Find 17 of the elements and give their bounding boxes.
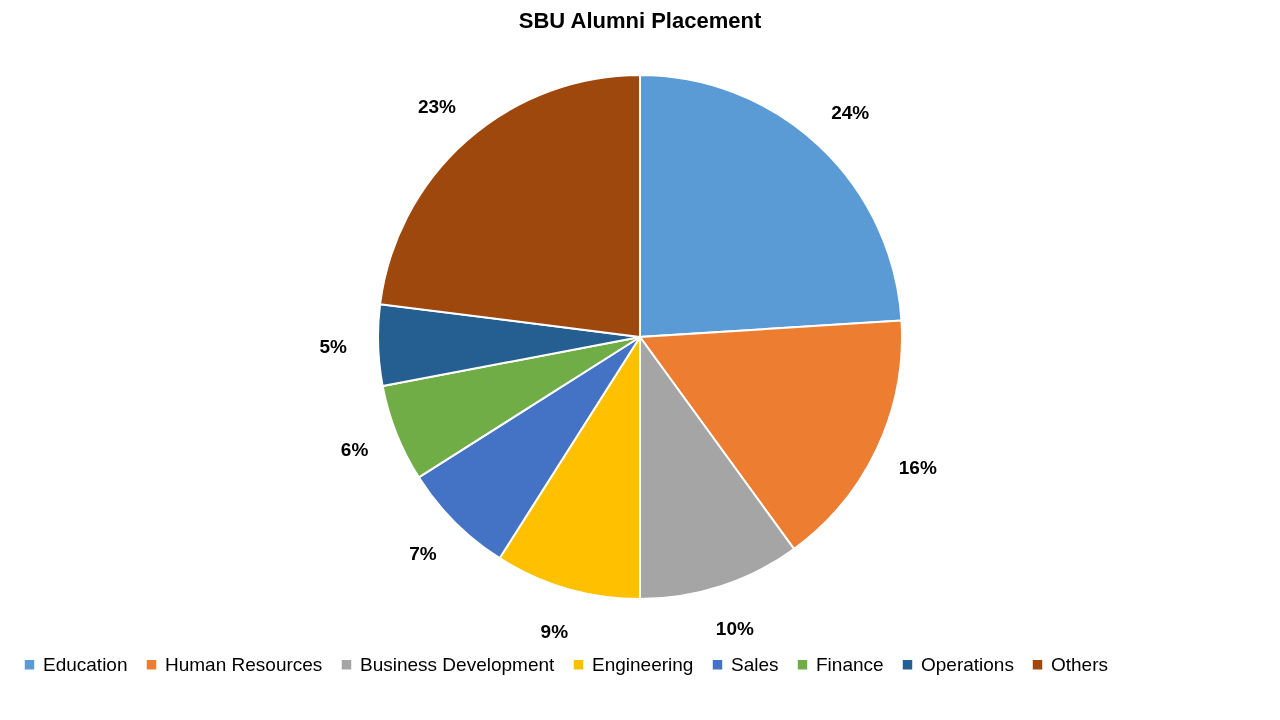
data-label: 10% (715, 617, 754, 639)
data-label: 16% (898, 456, 937, 478)
legend-label: Sales (731, 653, 779, 675)
data-label: 23% (417, 95, 457, 117)
data-label: 9% (540, 620, 569, 642)
data-label: 7% (409, 543, 437, 565)
legend-label: Education (43, 653, 128, 675)
legend-label: Engineering (592, 653, 694, 675)
legend-label: Finance (816, 653, 884, 675)
data-label: 24% (831, 102, 870, 124)
legend-label: Human Resources (165, 653, 323, 675)
chart-title: SBU Alumni Placement (518, 8, 762, 33)
legend-label: Others (1051, 653, 1109, 675)
data-label: 5% (319, 335, 347, 357)
legend-label: Business Development (360, 653, 556, 675)
data-label: 6% (340, 439, 369, 461)
legend-label: Operations (921, 653, 1014, 675)
